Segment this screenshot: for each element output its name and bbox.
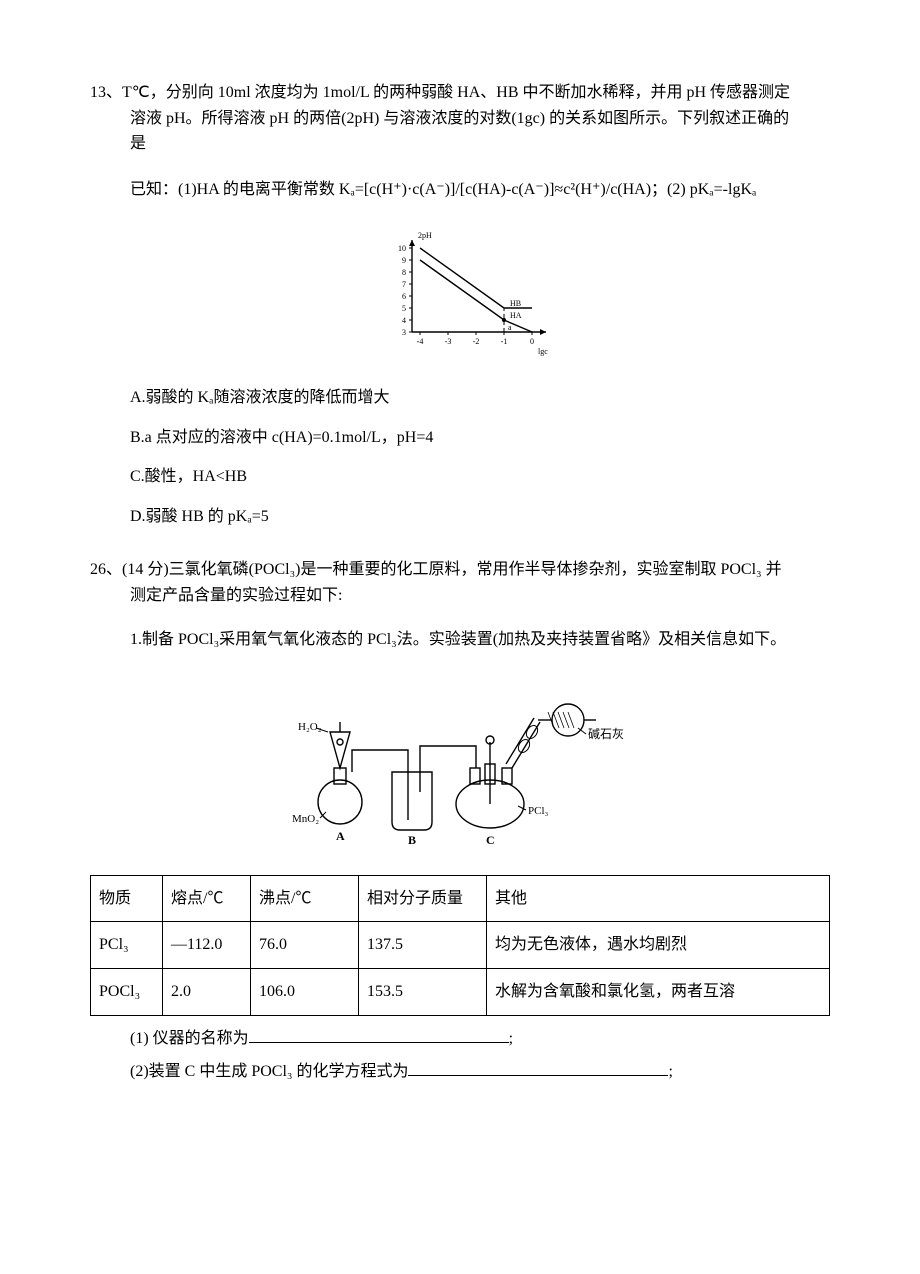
- table-cell: —112.0: [163, 922, 251, 969]
- q26-fill2-prefix: (2)装置 C 中生成 POCl₃ 的化学方程式为: [130, 1063, 408, 1080]
- q26-stem-line1: 26、(14 分)三氯化氧磷(POCl₃)是一种重要的化工原料，常用作半导体掺杂…: [90, 557, 830, 583]
- table-cell: 2.0: [163, 968, 251, 1015]
- q26-table: 物质熔点/℃沸点/℃相对分子质量其他PCl₃—112.076.0137.5均为无…: [90, 875, 830, 1016]
- table-row: POCl₃2.0106.0153.5水解为含氧酸和氯化氢，两者互溶: [91, 968, 830, 1015]
- table-header-cell: 相对分子质量: [359, 875, 487, 922]
- table-header-cell: 熔点/℃: [163, 875, 251, 922]
- q26-apparatus: H₂O₂ MnO₂ A B C PCl₃ 碱石灰: [90, 672, 830, 861]
- q13-given-body: (1)HA 的电离平衡常数 Kₐ=[c(H⁺)·c(A⁻)]/[c(HA)-c(…: [178, 181, 756, 198]
- table-cell: 均为无色液体，遇水均剧烈: [487, 922, 830, 969]
- svg-text:H₂O₂: H₂O₂: [298, 721, 322, 733]
- q26-fill2-blank: [408, 1059, 668, 1076]
- q26-stem-text1: (14 分)三氯化氧磷(POCl₃)是一种重要的化工原料，常用作半导体掺杂剂，实…: [122, 561, 782, 578]
- question-13: 13、T℃，分别向 10ml 浓度均为 1mol/L 的两种弱酸 HA、HB 中…: [90, 80, 830, 529]
- svg-text:9: 9: [402, 256, 406, 265]
- table-cell: POCl₃: [91, 968, 163, 1015]
- svg-text:A: A: [336, 829, 345, 843]
- table-cell: 153.5: [359, 968, 487, 1015]
- q13-options: A.弱酸的 Kₐ随溶液浓度的降低而增大 B.a 点对应的溶液中 c(HA)=0.…: [90, 385, 830, 529]
- q13-option-b: B.a 点对应的溶液中 c(HA)=0.1mol/L，pH=4: [130, 425, 830, 451]
- svg-text:3: 3: [402, 328, 406, 337]
- svg-text:碱石灰: 碱石灰: [588, 727, 624, 741]
- q26-stem-line2: 测定产品含量的实验过程如下:: [90, 583, 830, 609]
- q13-chart: -4 -3 -2 -1 0 3 4 5 6 7 8 9 10 2pH lgc HB HA a: [90, 222, 830, 371]
- q26-fill-2: (2)装置 C 中生成 POCl₃ 的化学方程式为;: [90, 1059, 830, 1085]
- svg-text:-1: -1: [501, 337, 508, 346]
- svg-text:-4: -4: [417, 337, 424, 346]
- question-26: 26、(14 分)三氯化氧磷(POCl₃)是一种重要的化工原料，常用作半导体掺杂…: [90, 557, 830, 1084]
- svg-text:7: 7: [402, 280, 406, 289]
- svg-text:lgc: lgc: [538, 347, 548, 356]
- svg-text:PCl₃: PCl₃: [528, 805, 549, 817]
- table-header-cell: 沸点/℃: [251, 875, 359, 922]
- table-header-cell: 物质: [91, 875, 163, 922]
- svg-text:-3: -3: [445, 337, 452, 346]
- svg-text:MnO₂: MnO₂: [292, 813, 319, 825]
- table-cell: PCl₃: [91, 922, 163, 969]
- q13-chart-svg: -4 -3 -2 -1 0 3 4 5 6 7 8 9 10 2pH lgc HB HA a: [360, 222, 560, 362]
- svg-text:a: a: [508, 323, 512, 332]
- svg-text:6: 6: [402, 292, 406, 301]
- q13-given: 已知：(1)HA 的电离平衡常数 Kₐ=[c(H⁺)·c(A⁻)]/[c(HA)…: [90, 177, 830, 203]
- svg-text:B: B: [408, 833, 416, 847]
- svg-text:HA: HA: [510, 311, 522, 320]
- q26-apparatus-svg: H₂O₂ MnO₂ A B C PCl₃ 碱石灰: [280, 672, 640, 852]
- table-cell: 76.0: [251, 922, 359, 969]
- svg-text:5: 5: [402, 304, 406, 313]
- q13-option-c: C.酸性，HA<HB: [130, 464, 830, 490]
- table-cell: 137.5: [359, 922, 487, 969]
- table-cell: 水解为含氧酸和氯化氢，两者互溶: [487, 968, 830, 1015]
- q13-stem-line3: 是: [90, 131, 830, 157]
- q13-option-a: A.弱酸的 Kₐ随溶液浓度的降低而增大: [130, 385, 830, 411]
- q26-step1: 1.制备 POCl₃采用氧气氧化液态的 PCl₃法。实验装置(加热及夹持装置省略…: [90, 627, 830, 653]
- svg-text:2pH: 2pH: [418, 231, 432, 240]
- q26-fill1-blank: [249, 1026, 509, 1043]
- q26-fill1-prefix: (1) 仪器的名称为: [130, 1030, 249, 1047]
- q13-stem-text1: T℃，分别向 10ml 浓度均为 1mol/L 的两种弱酸 HA、HB 中不断加…: [122, 84, 790, 101]
- q13-stem-line2: 溶液 pH。所得溶液 pH 的两倍(2pH) 与溶液浓度的对数(1gc) 的关系…: [90, 106, 830, 132]
- svg-text:4: 4: [402, 316, 406, 325]
- svg-text:HB: HB: [510, 299, 521, 308]
- q26-fill1-suffix: ;: [509, 1030, 513, 1047]
- svg-text:10: 10: [398, 244, 406, 253]
- table-cell: 106.0: [251, 968, 359, 1015]
- svg-text:0: 0: [530, 337, 534, 346]
- table-row: PCl₃—112.076.0137.5均为无色液体，遇水均剧烈: [91, 922, 830, 969]
- q13-option-d: D.弱酸 HB 的 pKₐ=5: [130, 504, 830, 530]
- q26-number: 26、: [90, 561, 122, 578]
- svg-text:C: C: [486, 833, 495, 847]
- svg-text:-2: -2: [473, 337, 480, 346]
- q26-fill-1: (1) 仪器的名称为;: [90, 1026, 830, 1052]
- q13-number: 13、: [90, 84, 122, 101]
- table-header-cell: 其他: [487, 875, 830, 922]
- svg-text:8: 8: [402, 268, 406, 277]
- q13-given-prefix: 已知：: [130, 181, 178, 198]
- q13-stem-line1: 13、T℃，分别向 10ml 浓度均为 1mol/L 的两种弱酸 HA、HB 中…: [90, 80, 830, 106]
- q26-fill2-suffix: ;: [668, 1063, 672, 1080]
